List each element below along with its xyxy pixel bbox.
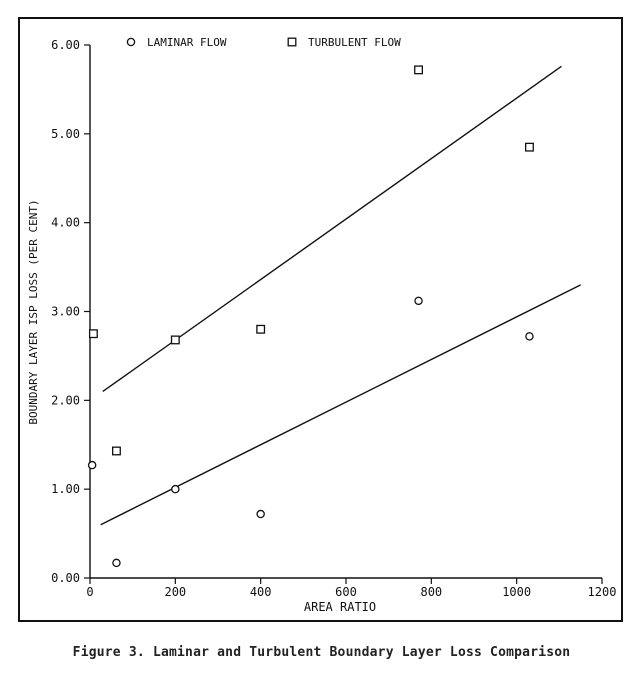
x-tick-label: 0 [86, 585, 93, 599]
laminar-point [87, 460, 97, 470]
trendlines-layer [100, 65, 581, 526]
legend-turbulent-marker [287, 37, 297, 47]
laminar-point [525, 332, 534, 341]
turbulent-point [525, 142, 534, 152]
y-tick-label: 6.00 [51, 38, 80, 52]
x-tick-label: 400 [250, 585, 272, 599]
turbulent-point [88, 329, 98, 339]
points-layer [87, 65, 534, 568]
axes-layer: 0 200 400 600 800 1000 1200 0.00 1.00 2.00 3.00 4.0… [51, 38, 616, 599]
turbulent-point [170, 335, 180, 345]
y-tick-label: 1.00 [51, 482, 80, 496]
x-tick-label: 600 [335, 585, 357, 599]
turbulent-point [112, 446, 121, 456]
laminar-point [112, 558, 121, 568]
x-tick-label: 1000 [502, 585, 531, 599]
laminar-point [171, 484, 180, 494]
scatter-chart: 0 200 400 600 800 1000 1200 0.00 1.00 2.00 3.00 4.0… [18, 17, 623, 622]
y-axis-label: BOUNDARY LAYER ISP LOSS (PER CENT) [27, 199, 40, 424]
y-tick-label: 4.00 [51, 216, 80, 230]
figure-caption: Figure 3. Laminar and Turbulent Boundary… [72, 645, 571, 660]
legend: LAMINAR FLOW TURBULENT FLOW [126, 36, 401, 49]
y-tick-label: 3.00 [51, 305, 80, 319]
legend-laminar-marker [126, 37, 136, 47]
x-axis-label: AREA RATIO [304, 600, 376, 614]
x-tick-label: 200 [164, 585, 186, 599]
y-tick-label: 0.00 [51, 571, 80, 585]
laminar-point [256, 509, 265, 519]
x-tick-label: 800 [420, 585, 442, 599]
turbulent-point [414, 65, 423, 75]
laminar-trendline [100, 284, 581, 526]
y-tick-label: 2.00 [51, 393, 80, 407]
x-tick-label: 1200 [588, 585, 617, 599]
turbulent-point [256, 324, 266, 334]
legend-laminar-label: LAMINAR FLOW [147, 36, 227, 49]
laminar-point [414, 296, 423, 306]
y-tick-label: 5.00 [51, 127, 80, 141]
legend-turbulent-label: TURBULENT FLOW [308, 36, 401, 49]
figure-frame [18, 17, 623, 622]
